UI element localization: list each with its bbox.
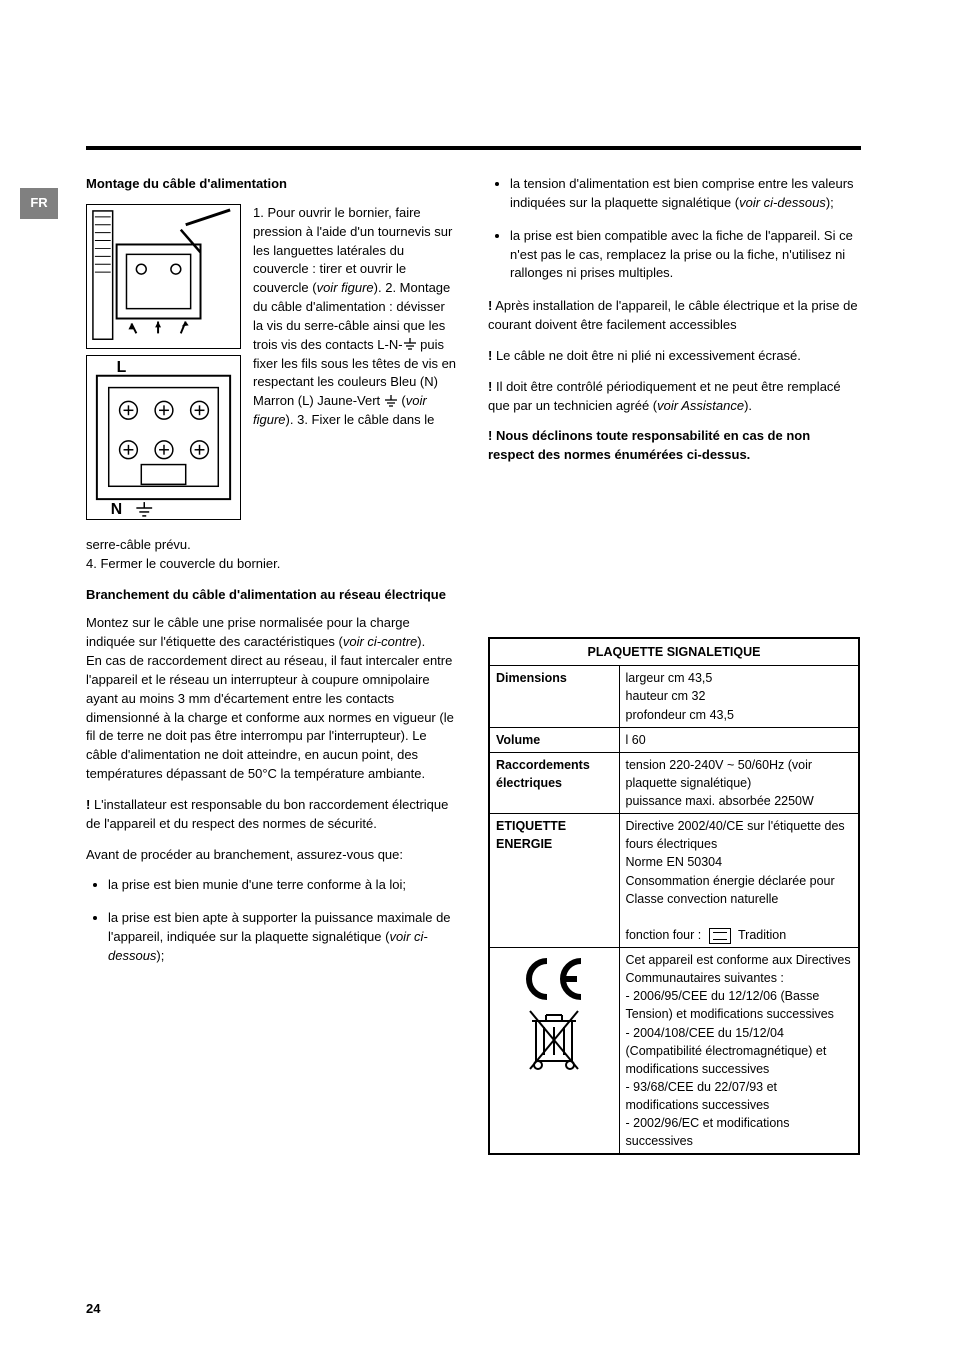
warning-responsibility: ! Nous déclinons toute responsabilité en…: [488, 427, 860, 465]
para-montez: Montez sur le câble une prise normalisée…: [86, 614, 458, 652]
label-L: L: [117, 359, 127, 376]
list-item: la tension d'alimentation est bien compr…: [510, 175, 860, 213]
list-item: la prise est bien compatible avec la fic…: [510, 227, 860, 284]
ce-cell: [489, 948, 619, 1155]
steps-text: 1. Pour ouvrir le bornier, faire pressio…: [253, 205, 456, 427]
figure-terminal-wiring: L N: [86, 355, 241, 520]
table-row: Cet appareil est conforme aux Directives…: [489, 948, 859, 1155]
figure-text-block: L N 1. Pour ouvrir le bornier, faire pre…: [86, 204, 458, 526]
spec-table: PLAQUETTE SIGNALETIQUE Dimensions largeu…: [488, 637, 860, 1155]
warning-controlled: ! Il doit être contrôlé périodiquement e…: [488, 378, 860, 416]
ce-mark-icon: [519, 957, 589, 1001]
ground-icon: [384, 395, 398, 409]
table-row: Raccordements électriques tension 220-24…: [489, 752, 859, 813]
para-raccordement: En cas de raccordement direct au réseau,…: [86, 652, 458, 784]
page-content: Montage du câble d'alimentation: [86, 175, 861, 1155]
steps-continued: serre-câble prévu. 4. Fermer le couvercl…: [86, 536, 458, 574]
right-column: la tension d'alimentation est bien compr…: [488, 175, 860, 1155]
figure-open-terminal: [86, 204, 241, 349]
list-item: la prise est bien apte à supporter la pu…: [108, 909, 458, 966]
heading-branchement: Branchement du câble d'alimentation au r…: [86, 586, 458, 605]
table-row: Dimensions largeur cm 43,5 hauteur cm 32…: [489, 666, 859, 727]
para-avant: Avant de procéder au branchement, assure…: [86, 846, 458, 865]
table-row: ETIQUETTE ENERGIE Directive 2002/40/CE s…: [489, 814, 859, 948]
table-title: PLAQUETTE SIGNALETIQUE: [489, 638, 859, 666]
page-top-rule: [86, 146, 861, 150]
warning-installer: ! L'installateur est responsable du bon …: [86, 796, 458, 834]
right-bullets: la tension d'alimentation est bien compr…: [488, 175, 860, 283]
left-bullets: la prise est bien munie d'une terre conf…: [86, 876, 458, 965]
oven-icon: [709, 928, 731, 944]
language-tab: FR: [20, 188, 58, 219]
page-number: 24: [86, 1300, 100, 1319]
table-row: Volume l 60: [489, 727, 859, 752]
warning-accessible: ! Après installation de l'appareil, le c…: [488, 297, 860, 335]
left-column: Montage du câble d'alimentation: [86, 175, 458, 1155]
heading-montage: Montage du câble d'alimentation: [86, 175, 458, 194]
label-N: N: [111, 501, 122, 518]
warning-cable-bent: ! Le câble ne doit être ni plié ni exces…: [488, 347, 860, 366]
weee-bin-icon: [526, 1007, 582, 1071]
ground-icon: [403, 338, 417, 352]
list-item: la prise est bien munie d'une terre conf…: [108, 876, 458, 895]
